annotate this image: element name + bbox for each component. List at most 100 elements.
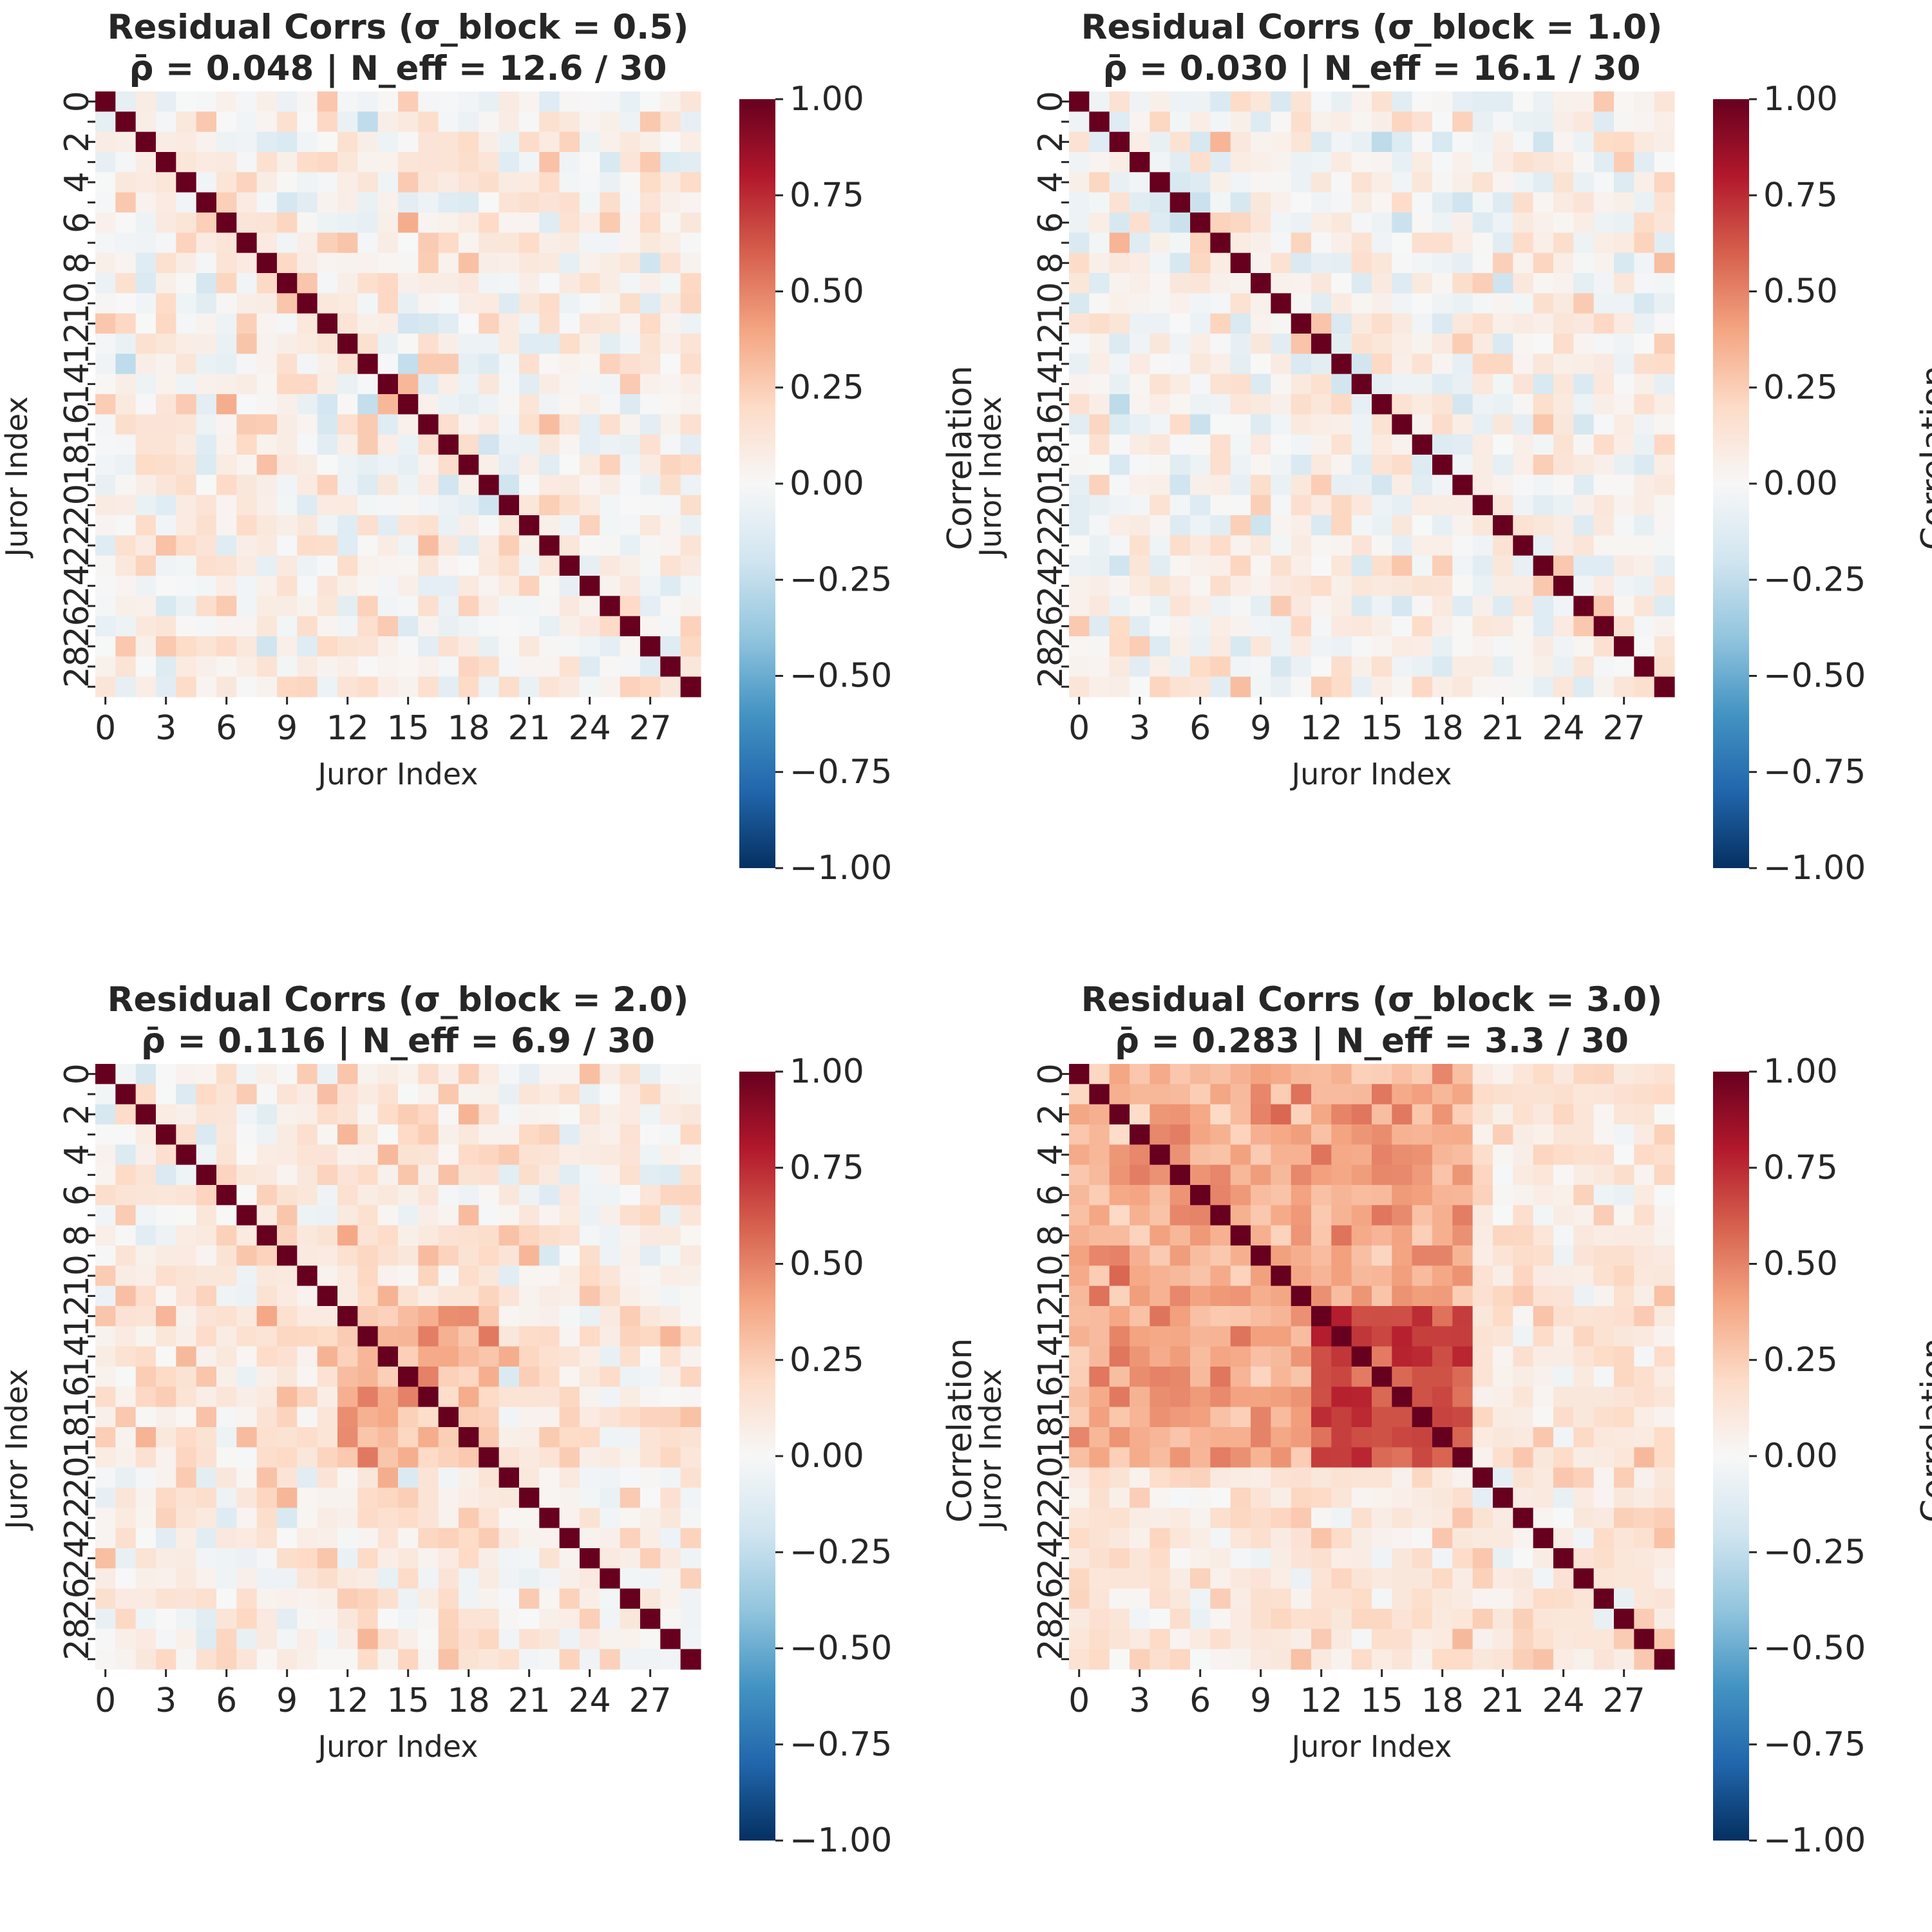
heatmap-cell xyxy=(1190,1245,1211,1266)
heatmap-cell xyxy=(640,1609,661,1629)
heatmap-cell xyxy=(317,414,338,435)
heatmap-cell xyxy=(95,495,116,516)
heatmap-cell xyxy=(156,172,176,193)
heatmap-cell xyxy=(1351,91,1372,112)
heatmap-cell xyxy=(620,1084,641,1105)
heatmap-cell xyxy=(1573,1144,1595,1166)
heatmap-cell xyxy=(1210,1225,1231,1246)
heatmap-cell xyxy=(196,1265,217,1287)
heatmap-cell xyxy=(418,1387,439,1408)
heatmap-cell xyxy=(519,1346,540,1367)
heatmap-cell xyxy=(1271,1346,1292,1367)
heatmap-cell xyxy=(539,1588,560,1609)
heatmap-cell xyxy=(377,1367,399,1387)
heatmap-cell xyxy=(600,414,621,435)
heatmap-cell xyxy=(620,273,641,294)
heatmap-cell xyxy=(277,676,298,697)
heatmap-cell xyxy=(1251,252,1271,274)
heatmap-cell xyxy=(216,293,237,314)
heatmap-cell xyxy=(216,1488,237,1508)
heatmap-cell xyxy=(459,1225,479,1246)
heatmap-cell xyxy=(398,535,419,556)
heatmap-cell xyxy=(377,1205,399,1226)
heatmap-cell xyxy=(277,91,298,112)
heatmap-cell xyxy=(1493,1528,1513,1549)
heatmap-cell xyxy=(1210,293,1231,314)
heatmap-cell xyxy=(156,1064,176,1084)
heatmap-cell xyxy=(1210,394,1231,415)
heatmap-cell xyxy=(277,495,298,516)
heatmap-cell xyxy=(1130,374,1150,395)
heatmap-cell xyxy=(1573,1467,1595,1488)
heatmap-cell xyxy=(317,1467,338,1488)
heatmap-cell xyxy=(216,213,237,233)
heatmap-cell xyxy=(600,1245,621,1266)
heatmap-cell xyxy=(498,131,520,153)
heatmap-cell xyxy=(1392,1406,1413,1428)
heatmap-cell xyxy=(1452,1508,1473,1529)
heatmap-cell xyxy=(1513,576,1534,596)
heatmap-cell xyxy=(236,111,258,133)
heatmap-cell xyxy=(1614,394,1634,415)
heatmap-cell xyxy=(640,1346,661,1367)
heatmap-cell xyxy=(1069,1609,1090,1629)
heatmap-cell xyxy=(539,475,560,496)
heatmap-cell xyxy=(1513,152,1534,173)
heatmap-cell xyxy=(1533,656,1554,677)
heatmap-cell xyxy=(498,596,520,617)
heatmap-cell xyxy=(1553,475,1574,496)
heatmap-cell xyxy=(1170,313,1191,334)
heatmap-cell xyxy=(216,1588,237,1609)
heatmap-cell xyxy=(1351,313,1372,334)
heatmap-cell xyxy=(357,1084,379,1105)
heatmap-cell xyxy=(1190,374,1211,395)
heatmap-cell xyxy=(418,1367,439,1387)
heatmap-cell xyxy=(539,455,560,475)
heatmap-cell xyxy=(196,1568,217,1589)
heatmap-cell xyxy=(640,334,661,354)
heatmap-cell xyxy=(115,616,137,637)
heatmap-cell xyxy=(1271,555,1292,576)
heatmap-cell xyxy=(1553,1225,1574,1246)
heatmap-cell xyxy=(216,434,237,455)
heatmap-cell xyxy=(1271,1064,1292,1084)
heatmap-cell xyxy=(1291,273,1312,294)
heatmap-cell xyxy=(337,394,358,415)
heatmap-cell xyxy=(640,676,661,697)
heatmap-cell xyxy=(1553,555,1574,576)
heatmap-cell xyxy=(317,91,338,112)
heatmap-cell xyxy=(1432,1124,1453,1145)
heatmap-cell xyxy=(478,475,500,496)
heatmap-cell xyxy=(1493,91,1513,112)
heatmap-cell xyxy=(297,1406,318,1428)
heatmap-cell xyxy=(236,1225,258,1246)
heatmap-cell xyxy=(1392,1245,1413,1266)
heatmap-cell xyxy=(1634,252,1655,274)
heatmap-cell xyxy=(256,1265,278,1287)
heatmap-cell xyxy=(1150,1306,1171,1327)
heatmap-cell xyxy=(236,1124,258,1145)
heatmap-cell xyxy=(1412,1406,1433,1428)
heatmap-cell xyxy=(519,555,540,576)
heatmap-cell xyxy=(196,1064,217,1084)
heatmap-cell xyxy=(1412,152,1433,173)
heatmap-cell xyxy=(1654,616,1675,637)
heatmap-cell xyxy=(377,1084,399,1105)
heatmap-cell xyxy=(1614,1205,1634,1226)
heatmap-cell xyxy=(357,1164,379,1186)
heatmap-cell xyxy=(559,1285,580,1307)
heatmap-cell xyxy=(438,455,459,475)
heatmap-cell xyxy=(1493,1144,1513,1166)
heatmap-cell xyxy=(357,354,379,375)
heatmap-cell xyxy=(1634,1144,1655,1166)
heatmap-cell xyxy=(418,232,439,254)
heatmap-cell xyxy=(1654,152,1675,173)
heatmap-cell xyxy=(1109,475,1130,496)
heatmap-cell xyxy=(1392,354,1413,375)
heatmap-cell xyxy=(1392,1588,1413,1609)
heatmap-cell xyxy=(1190,1265,1211,1287)
heatmap-cell xyxy=(1412,213,1433,233)
heatmap-cell xyxy=(317,576,338,596)
heatmap-cell xyxy=(539,232,560,254)
heatmap-cell xyxy=(357,535,379,556)
